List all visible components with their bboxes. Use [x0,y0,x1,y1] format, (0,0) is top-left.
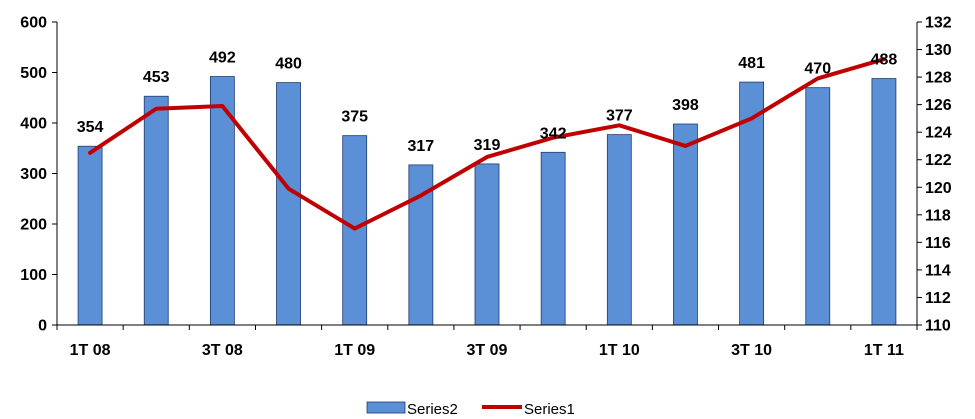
series1-line [88,57,886,231]
y-right-tick-label: 128 [925,70,952,87]
legend-label-series2: Series2 [407,401,458,418]
y-right-tick-label: 130 [925,42,952,59]
legend: Series2 Series1 [366,401,575,418]
bar-2t-10 [673,123,698,326]
data-label: 481 [738,55,765,72]
data-label: 319 [474,137,501,154]
data-label: 470 [804,61,831,78]
y-right-tick-label: 126 [925,97,952,114]
y-right-tick-label: 114 [925,262,951,279]
data-label: 342 [540,125,567,142]
data-label: 317 [407,138,434,155]
y-right-tick-label: 132 [925,15,952,32]
data-label: 377 [606,108,633,125]
x-tick-label: 3T 08 [202,342,243,359]
data-label: 480 [275,56,302,73]
bar-1t-08 [77,145,103,326]
y-left-tick-label: 600 [20,15,47,32]
y-left-tick-label: 0 [38,318,47,335]
bar-3t-09 [474,163,500,326]
x-tick-label: 1T 08 [70,342,111,359]
y-right-tick-label: 118 [925,207,951,224]
y-left-tick-label: 400 [20,116,47,133]
data-label: 398 [672,97,699,114]
data-label: 453 [143,69,170,86]
bar-4t-09 [540,151,566,326]
x-tick-label: 3T 10 [731,342,772,359]
bar-1t-10 [606,134,632,326]
x-tick-label: 3T 09 [467,342,508,359]
plot-area: 354 453 492 480 375 317 319 342 377 398 481 470 488 0… [20,15,952,360]
y-right-tick-label: 112 [925,290,951,307]
bar-4t-08 [276,82,301,326]
y-right-tick-label: 116 [925,235,951,252]
x-tick-label: 1T 10 [599,342,640,359]
legend-label-series1: Series1 [524,401,575,418]
data-label: 492 [209,50,236,67]
y-left-tick-label: 300 [20,166,47,183]
y-right-tick-label: 120 [925,180,952,197]
y-left-tick-label: 200 [20,217,47,234]
y-right-tick-label: 122 [925,152,952,169]
y-left-tick-label: 500 [20,65,47,82]
y-right-tick-label: 110 [925,318,951,335]
legend-swatch-series2 [366,401,406,414]
data-label: 375 [341,109,368,126]
x-tick-label: 1T 09 [334,342,375,359]
bar-1t-11 [871,78,897,326]
x-tick-label: 1T 11 [864,342,904,359]
data-label: 488 [871,52,898,69]
bar-4t-10 [805,87,831,326]
data-label: 354 [77,119,104,136]
bar-2t-08 [143,95,169,326]
y-left-tick-label: 100 [20,267,47,284]
y-right-tick-label: 124 [925,125,952,142]
